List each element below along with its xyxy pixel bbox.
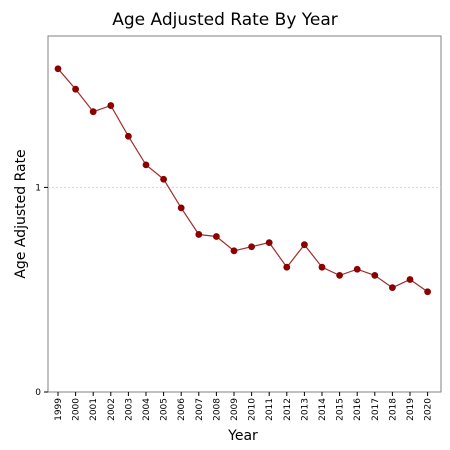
x-tick-label-2019: 2019 <box>406 398 416 421</box>
plot-area <box>47 35 442 393</box>
x-tick-label-2014: 2014 <box>318 398 328 421</box>
series <box>54 65 431 296</box>
x-tick-label-2018: 2018 <box>388 398 398 421</box>
x-tick-label-2011: 2011 <box>265 398 275 421</box>
x-tick-label-2001: 2001 <box>89 398 99 421</box>
data-point-2014 <box>318 263 326 271</box>
data-point-2008 <box>213 233 220 240</box>
data-point-2012 <box>283 263 291 271</box>
x-tick-label-2010: 2010 <box>248 398 258 421</box>
x-tick-label-2009: 2009 <box>230 398 240 421</box>
x-tick-label-2004: 2004 <box>142 398 152 421</box>
data-point-2001 <box>89 108 97 116</box>
data-point-2011 <box>265 239 273 247</box>
data-point-1999 <box>54 65 62 73</box>
x-tick-label-2000: 2000 <box>72 398 82 421</box>
x-tick-label-2012: 2012 <box>283 398 293 421</box>
y-axis-label: Age Adjusted Rate <box>13 149 29 278</box>
x-tick-label-2003: 2003 <box>124 398 134 421</box>
x-tick-label-2017: 2017 <box>371 398 381 421</box>
data-point-2015 <box>336 271 343 279</box>
data-point-2002 <box>107 102 115 109</box>
data-point-2006 <box>177 204 185 212</box>
chart-title: Age Adjusted Rate By Year <box>112 10 338 30</box>
y-tick-label-1: 1 <box>35 183 41 193</box>
data-point-2019 <box>406 276 414 283</box>
data-point-2018 <box>389 284 396 292</box>
x-tick-label-2016: 2016 <box>353 398 363 421</box>
x-tick-label-2015: 2015 <box>336 398 346 421</box>
x-tick-label-2013: 2013 <box>300 398 310 421</box>
x-tick-label-2008: 2008 <box>212 398 222 421</box>
data-point-2010 <box>248 243 256 251</box>
y-axis: 01 <box>35 183 48 398</box>
x-tick-label-2006: 2006 <box>177 398 187 421</box>
data-point-2003 <box>124 132 132 140</box>
data-point-2017 <box>371 271 379 279</box>
data-point-2020 <box>424 288 431 296</box>
data-point-2009 <box>230 247 238 255</box>
x-tick-label-2002: 2002 <box>107 398 117 421</box>
x-axis: 1999 2000 2001 2002 2003 2004 2005 2006 2007 2008… <box>54 392 434 421</box>
x-tick-label-2005: 2005 <box>160 398 170 421</box>
data-point-2004 <box>142 161 150 169</box>
series-line-0 <box>57 68 428 293</box>
x-tick-label-2020: 2020 <box>424 398 434 421</box>
data-point-2000 <box>72 85 79 93</box>
data-point-2005 <box>160 175 168 183</box>
data-point-2013 <box>301 241 308 249</box>
data-point-2007 <box>195 231 203 238</box>
data-point-2016 <box>353 265 361 273</box>
y-tick-label-0: 0 <box>35 388 41 398</box>
x-tick-label-1999: 1999 <box>54 398 64 421</box>
x-axis-label: Year <box>227 428 258 444</box>
x-tick-label-2007: 2007 <box>195 398 205 421</box>
